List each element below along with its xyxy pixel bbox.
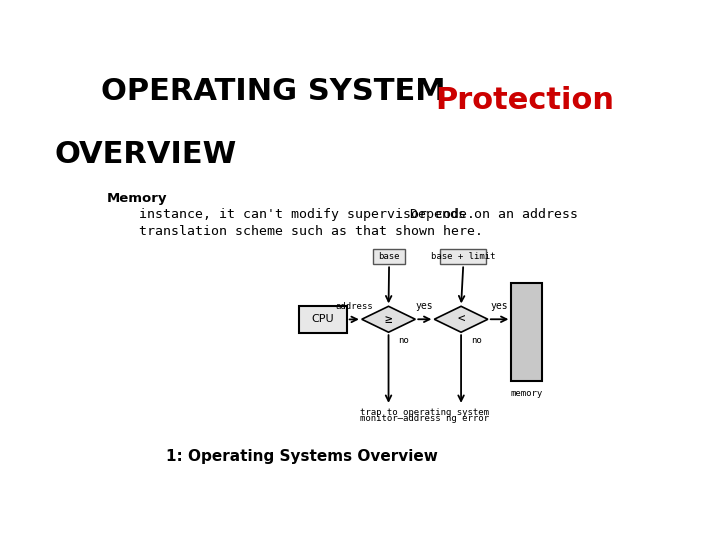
Text: trap to operating system: trap to operating system [360, 408, 490, 417]
FancyBboxPatch shape [441, 248, 486, 265]
Text: no: no [471, 336, 482, 346]
Text: yes: yes [416, 301, 433, 311]
Text: memory: memory [510, 389, 543, 398]
Text: Depends on an address: Depends on an address [386, 208, 577, 221]
Text: yes: yes [491, 301, 508, 311]
Text: instance, it can't modify supervisor code.: instance, it can't modify supervisor cod… [107, 208, 474, 221]
Text: monitor—address ng error: monitor—address ng error [360, 414, 490, 423]
FancyBboxPatch shape [511, 283, 542, 381]
Text: no: no [399, 336, 410, 346]
Text: 1: Operating Systems Overview: 1: Operating Systems Overview [166, 449, 438, 464]
Text: base: base [378, 252, 400, 261]
Text: base + limit: base + limit [431, 252, 495, 261]
Text: CPU: CPU [312, 314, 334, 325]
Text: OPERATING SYSTEM: OPERATING SYSTEM [101, 77, 446, 106]
Text: ≥: ≥ [384, 313, 392, 326]
Text: <: < [457, 313, 465, 326]
FancyBboxPatch shape [374, 248, 405, 265]
Text: OVERVIEW: OVERVIEW [55, 140, 237, 168]
FancyBboxPatch shape [300, 306, 347, 333]
Polygon shape [434, 306, 488, 332]
Text: translation scheme such as that shown here.: translation scheme such as that shown he… [107, 225, 482, 238]
Text: Protection: Protection [436, 85, 615, 114]
Text: Memory: Memory [107, 192, 167, 205]
Polygon shape [361, 306, 415, 332]
Text: address: address [336, 302, 373, 311]
